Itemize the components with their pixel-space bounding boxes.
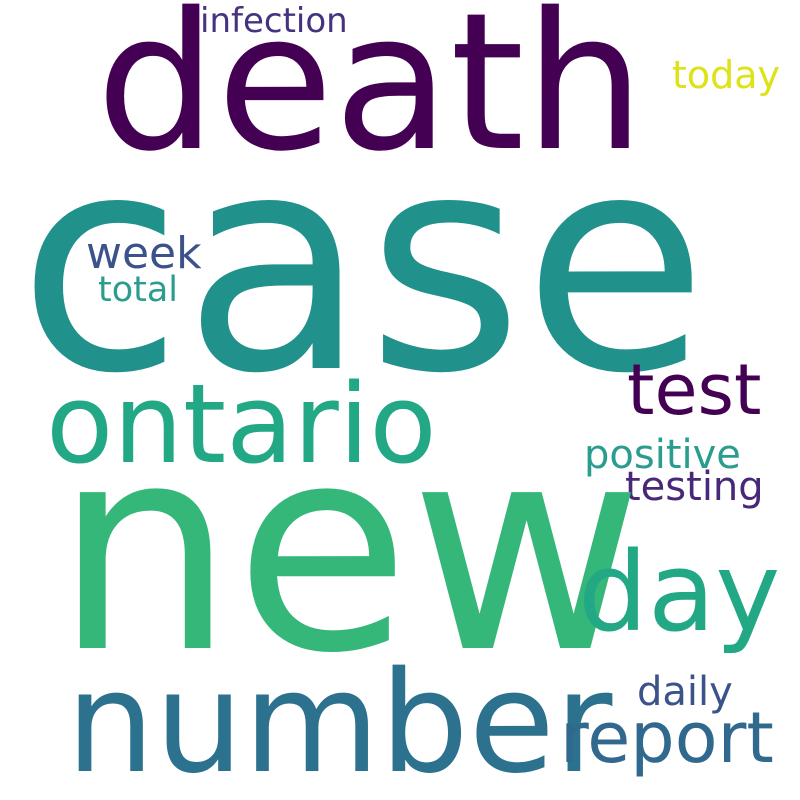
word-test: test	[627, 349, 761, 431]
word-case: case	[18, 90, 708, 439]
word-new: new	[54, 384, 643, 716]
word-today: today	[672, 53, 780, 97]
word-report: report	[560, 697, 774, 779]
word-positive: positive	[584, 432, 741, 478]
word-infection: infection	[200, 1, 348, 41]
word-testing: testing	[625, 464, 764, 510]
word-ontario: ontario	[46, 360, 437, 488]
word-day: day	[578, 528, 780, 656]
word-daily: daily	[637, 669, 733, 715]
word-number: number	[66, 642, 613, 800]
word-death: death	[96, 0, 645, 193]
word-week: week	[86, 228, 202, 279]
word-total: total	[98, 270, 178, 310]
